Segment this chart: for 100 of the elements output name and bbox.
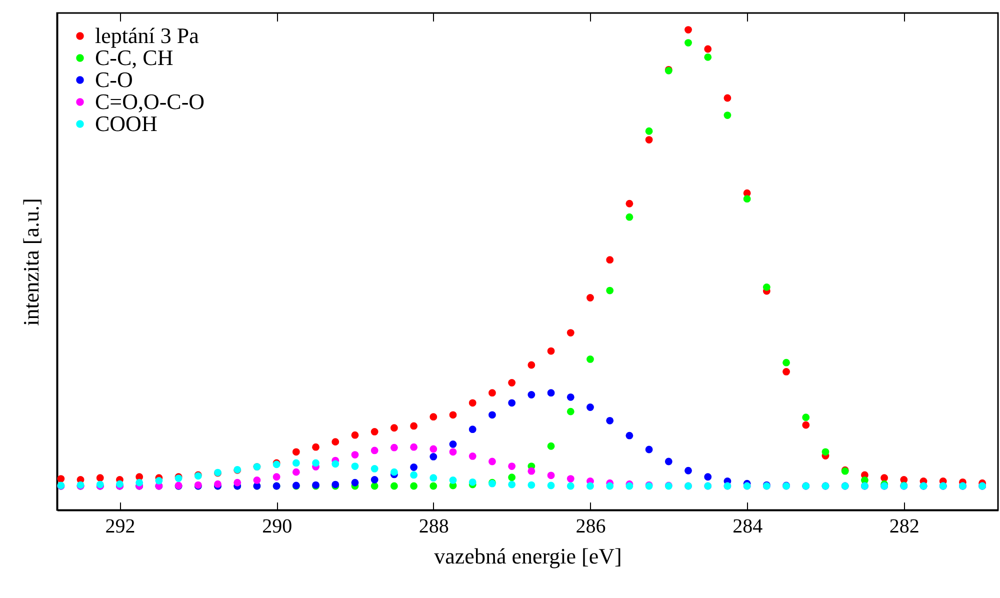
point — [547, 472, 555, 480]
point — [468, 426, 476, 434]
point — [488, 411, 496, 419]
point — [782, 368, 790, 376]
point — [351, 431, 359, 439]
point — [449, 440, 457, 448]
point — [645, 127, 653, 135]
point — [606, 256, 614, 264]
point — [547, 389, 555, 397]
y-axis-title: intenzita [a.u.] — [18, 198, 44, 326]
point — [332, 438, 340, 446]
point — [606, 482, 614, 490]
point — [704, 473, 712, 481]
point — [272, 473, 280, 481]
point — [566, 393, 574, 401]
x-tick-label: 290 — [262, 516, 292, 538]
point — [724, 94, 732, 102]
point — [782, 358, 790, 366]
legend-label: C=O,O-C-O — [95, 89, 205, 114]
point — [370, 446, 378, 454]
point — [606, 416, 614, 424]
point — [410, 464, 418, 471]
point — [370, 428, 378, 436]
point — [566, 475, 574, 482]
point — [449, 411, 457, 419]
point — [390, 468, 398, 476]
point — [664, 458, 672, 466]
point — [528, 391, 536, 398]
point — [645, 446, 653, 454]
point — [547, 347, 555, 355]
x-tick-label: 286 — [576, 516, 606, 538]
point — [704, 45, 712, 53]
point — [292, 459, 300, 467]
point — [410, 482, 418, 490]
point — [626, 213, 634, 221]
point — [508, 399, 516, 407]
point — [468, 478, 476, 486]
legend-label: COOH — [95, 111, 158, 136]
point — [430, 482, 438, 490]
point — [704, 53, 712, 61]
point — [508, 379, 516, 386]
point — [743, 195, 751, 203]
point — [566, 329, 574, 337]
legend-label: C-O — [95, 67, 133, 92]
x-tick-label: 288 — [418, 516, 449, 538]
legend-label: leptání 3 Pa — [95, 23, 200, 48]
point — [430, 413, 438, 421]
point — [566, 408, 574, 416]
point — [586, 294, 594, 302]
point — [684, 26, 692, 34]
point — [390, 444, 398, 452]
point — [312, 459, 320, 467]
point — [430, 445, 438, 453]
point — [547, 442, 555, 450]
point — [312, 443, 320, 451]
point — [390, 482, 398, 490]
point — [430, 453, 438, 460]
point — [684, 466, 692, 474]
point — [449, 476, 457, 484]
point — [370, 476, 378, 484]
point — [96, 474, 104, 482]
point — [528, 361, 536, 369]
point — [292, 468, 300, 476]
point — [449, 448, 457, 456]
point — [57, 475, 65, 482]
point — [802, 421, 810, 429]
point — [155, 477, 163, 484]
point — [234, 478, 242, 486]
point — [528, 467, 536, 475]
point — [880, 474, 888, 482]
point — [586, 482, 594, 490]
point — [468, 452, 476, 460]
point — [508, 474, 516, 482]
point — [410, 443, 418, 451]
point — [332, 460, 340, 468]
point — [410, 471, 418, 479]
point — [802, 414, 810, 422]
point — [410, 422, 418, 430]
x-tick-label: 284 — [732, 516, 763, 538]
point — [508, 480, 516, 488]
point — [547, 482, 555, 490]
point — [430, 474, 438, 482]
point — [528, 481, 536, 489]
point — [606, 286, 614, 294]
point — [488, 458, 496, 466]
point — [586, 356, 594, 363]
point — [762, 283, 770, 291]
point — [351, 451, 359, 458]
point — [390, 424, 398, 432]
point — [626, 432, 634, 440]
point — [626, 200, 634, 208]
point — [822, 448, 830, 456]
point — [351, 462, 359, 470]
point — [684, 39, 692, 46]
x-tick-label: 282 — [889, 516, 920, 538]
point — [370, 465, 378, 472]
x-tick-label: 292 — [105, 516, 136, 538]
point — [370, 482, 378, 490]
point — [566, 482, 574, 490]
point — [586, 404, 594, 411]
